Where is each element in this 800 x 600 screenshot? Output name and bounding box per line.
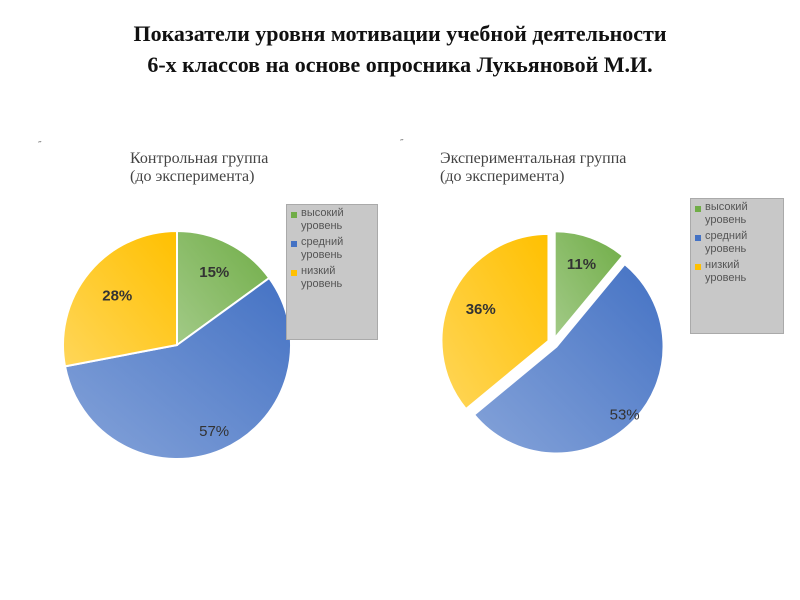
- control-group-chart: ˝ Контрольная группа (до эксперимента) 1…: [30, 140, 390, 460]
- title-line-2: 6-х классов на основе опросника Лукьянов…: [147, 52, 653, 77]
- legend-item-high: высокий уровень: [291, 207, 373, 233]
- legend-label: низкий уровень: [301, 265, 343, 290]
- pie-svg: 11% 53% 36%: [440, 230, 665, 455]
- legend-label: низкий уровень: [705, 259, 747, 284]
- pie-slice-high: [176, 229, 271, 347]
- legend-label: средний уровень: [705, 230, 748, 255]
- page-title: Показатели уровня мотивации учебной деят…: [0, 18, 800, 80]
- legend-item-high: высокий уровень: [695, 201, 779, 227]
- legend-swatch: [291, 212, 297, 218]
- pie-slice-medium: [472, 262, 665, 455]
- title-line-1: Показатели уровня мотивации учебной деят…: [133, 21, 667, 46]
- corner-tick: ˝: [38, 140, 41, 150]
- experimental-group-chart: ˝ Экспериментальная группа (до экспериме…: [400, 138, 784, 460]
- data-label-high: 15%: [199, 264, 229, 281]
- legend-item-medium: средний уровень: [695, 230, 779, 256]
- data-label-medium: 53%: [610, 407, 640, 424]
- data-label-low: 36%: [466, 301, 496, 318]
- data-label-low: 28%: [102, 288, 132, 305]
- legend-swatch: [695, 206, 701, 212]
- chart-title: Экспериментальная группа (до эксперимент…: [440, 150, 627, 185]
- legend-swatch: [291, 270, 297, 276]
- legend-swatch: [695, 235, 701, 241]
- legend-label: средний уровень: [301, 236, 344, 261]
- legend-label: высокий уровень: [705, 201, 748, 226]
- data-label-high: 11%: [567, 256, 596, 273]
- legend-label: высокий уровень: [301, 207, 344, 232]
- pie-slice-low: [440, 232, 550, 411]
- chart-title: Контрольная группа (до эксперимента): [130, 150, 269, 185]
- legend-item-low: низкий уровень: [695, 259, 779, 285]
- legend-item-low: низкий уровень: [291, 265, 373, 291]
- chart-legend: высокий уровень средний уровень низкий у…: [690, 198, 784, 334]
- pie-slice-low: [62, 229, 178, 368]
- data-label-medium: 57%: [199, 423, 229, 440]
- chart-legend: высокий уровень средний уровень низкий у…: [286, 204, 378, 340]
- legend-swatch: [291, 241, 297, 247]
- legend-item-medium: средний уровень: [291, 236, 373, 262]
- legend-swatch: [695, 264, 701, 270]
- pie-slice-high: [553, 230, 625, 342]
- corner-tick: ˝: [400, 138, 403, 148]
